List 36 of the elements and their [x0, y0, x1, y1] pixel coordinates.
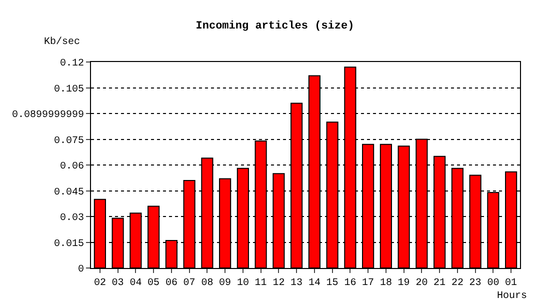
x-tick-label: 02 — [94, 278, 106, 289]
x-tick-label: 09 — [219, 278, 232, 289]
x-tick-label: 12 — [272, 278, 285, 289]
x-tick-label: 11 — [254, 278, 267, 289]
x-tick-label: 22 — [451, 278, 464, 289]
x-tick-label: 05 — [148, 278, 160, 289]
y-tick-label: 0 — [78, 264, 84, 276]
x-tick-label: 01 — [505, 278, 518, 289]
y-tick-label: 0.06 — [60, 162, 84, 172]
x-tick-label: 04 — [130, 278, 142, 289]
x-tick-label: 00 — [487, 278, 500, 289]
x-axis-title: Hours — [497, 291, 528, 300]
y-tick-label: 0.045 — [54, 187, 84, 198]
x-tick-label: 13 — [290, 278, 303, 289]
x-tick-label: 18 — [380, 278, 392, 289]
chart-title: Incoming articles (size) — [196, 20, 354, 33]
x-tick-label: 15 — [326, 278, 338, 289]
y-tick-label: 0.12 — [60, 58, 84, 70]
x-tick-label: 14 — [308, 278, 320, 289]
x-tick-label: 23 — [469, 278, 482, 289]
x-tick-label: 17 — [362, 278, 374, 289]
x-tick-label: 10 — [236, 278, 249, 289]
y-tick-label: 0.075 — [54, 136, 84, 147]
x-tick-label: 21 — [434, 278, 446, 289]
y-tick-label: 0.015 — [54, 238, 84, 250]
y-axis-title: Kb/sec — [44, 36, 80, 48]
y-tick-label: 0.03 — [60, 213, 84, 224]
x-tick-label: 06 — [165, 278, 178, 289]
y-tick-label: 0.105 — [54, 84, 84, 96]
x-tick-label: 08 — [201, 278, 214, 289]
x-tick-label: 16 — [344, 278, 356, 289]
x-tick-label: 20 — [416, 278, 428, 289]
x-tick-label: 07 — [183, 278, 196, 289]
x-tick-label: 19 — [398, 278, 410, 289]
y-tick-label: 0.0899999999 — [12, 110, 84, 121]
x-tick-label: 03 — [112, 278, 124, 289]
